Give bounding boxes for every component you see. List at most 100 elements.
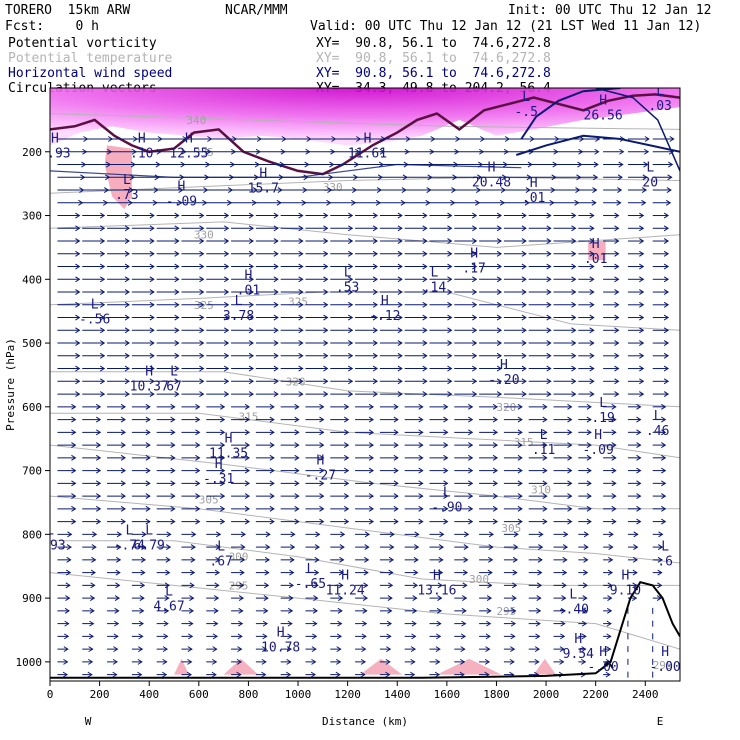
circulation-vector-head: [199, 263, 205, 270]
circulation-vector-head: [397, 327, 403, 334]
circulation-vector-head: [443, 442, 449, 448]
circulation-vector-head: [75, 327, 81, 334]
circulation-vector-head: [559, 658, 565, 665]
circulation-vector-head: [447, 212, 453, 219]
circulation-vector-head: [368, 403, 375, 410]
circulation-vector-head: [492, 416, 499, 423]
circulation-vector-head: [64, 620, 70, 627]
circulation-vector-head: [348, 238, 354, 244]
extremum-value: -.5: [514, 105, 537, 120]
circulation-vector-head: [75, 301, 81, 308]
circulation-vector-head: [87, 671, 93, 678]
circulation-vector-head: [657, 556, 663, 563]
circulation-vector-head: [237, 646, 243, 653]
circulation-vector-head: [492, 480, 499, 487]
circulation-vector-head: [606, 633, 612, 640]
circulation-vector-head: [435, 646, 441, 653]
circulation-vector-head: [589, 263, 595, 270]
circulation-vector-head: [418, 429, 424, 436]
circulation-vector-head: [124, 378, 130, 385]
circulation-vector-head: [261, 671, 267, 678]
circulation-vector-head: [348, 250, 354, 257]
circulation-vector-head: [273, 352, 279, 359]
circulation-vector-head: [496, 238, 503, 244]
circulation-vector-head: [661, 454, 667, 461]
circulation-vector-head: [461, 607, 467, 614]
circulation-vector-head: [75, 289, 81, 295]
circulation-vector-head: [368, 518, 375, 525]
circulation-vector-head: [488, 531, 495, 538]
circulation-vector-head: [639, 352, 645, 359]
circulation-vector-head: [219, 467, 226, 474]
legend-xy-theta: XY= 90.8, 56.1 to 74.6,272.8: [316, 51, 551, 66]
extremum-value: .67: [209, 555, 232, 570]
circulation-vector-head: [443, 493, 449, 500]
circulation-vector-head: [124, 212, 130, 219]
circulation-vector-head: [99, 327, 106, 334]
circulation-vector-head: [248, 365, 255, 372]
circulation-vector-head: [560, 620, 566, 627]
circulation-vector-head: [174, 276, 180, 283]
circulation-vector-head: [607, 595, 613, 602]
extremum-marker: H-.00: [587, 645, 618, 675]
circulation-vector-head: [589, 378, 595, 385]
circulation-vector-head: [447, 391, 453, 397]
circulation-vector-head: [443, 403, 449, 410]
circulation-vector-head: [99, 276, 106, 283]
circulation-vector-head: [75, 391, 81, 397]
init-time: Init: 00 UTC Thu 12 Jan 12: [508, 3, 712, 18]
circulation-vector-head: [145, 505, 151, 512]
circulation-vector-head: [614, 352, 620, 359]
circulation-vector-head: [521, 276, 527, 283]
circulation-vector-head: [170, 442, 176, 448]
circulation-vector-head: [586, 480, 592, 487]
extremum-marker: L-.74: [114, 524, 145, 554]
extremum-type: H: [225, 431, 233, 446]
circulation-vector-head: [614, 365, 620, 372]
circulation-vector-head: [472, 263, 478, 270]
circulation-vector-head: [286, 671, 292, 678]
circulation-vector-head: [386, 633, 392, 640]
circulation-vector-head: [665, 199, 672, 206]
circulation-vector-head: [368, 442, 375, 448]
circulation-vector-head: [95, 416, 102, 423]
circulation-vector-head: [124, 263, 130, 270]
circulation-vector-head: [149, 212, 155, 219]
circulation-vector-head: [611, 429, 617, 436]
circulation-vector-head: [262, 646, 268, 653]
circulation-vector-head: [323, 378, 329, 385]
circulation-vector-head: [170, 454, 176, 461]
extremum-type: L: [522, 90, 530, 105]
circulation-vector-head: [611, 403, 617, 410]
circulation-vector-head: [75, 276, 81, 283]
circulation-vector-head: [323, 276, 329, 283]
circulation-vector-head: [422, 391, 428, 397]
extremum-value: -.09: [582, 443, 613, 458]
circulation-vector-head: [124, 250, 130, 257]
extremum-marker: H9.54: [563, 632, 594, 662]
circulation-vector-head: [521, 250, 527, 257]
circulation-vector-head: [636, 518, 642, 525]
circulation-vector-head: [145, 429, 151, 436]
circulation-vector-head: [298, 314, 304, 321]
extremum-marker: H-.09: [582, 428, 613, 458]
circulation-vector-head: [87, 658, 94, 665]
circulation-vector-head: [149, 391, 155, 397]
circulation-vector-head: [344, 505, 350, 512]
circulation-vector-head: [372, 263, 379, 270]
extremum-marker: H10.37: [130, 364, 169, 394]
extremum-value: .17: [462, 261, 485, 276]
circulation-vector-head: [436, 633, 442, 640]
circulation-vector-head: [492, 518, 499, 525]
circulation-vector-head: [468, 505, 474, 512]
circulation-vector-head: [120, 480, 126, 487]
circulation-vector-head: [145, 493, 151, 500]
circulation-vector-head: [71, 403, 77, 410]
circulation-vector-head: [517, 480, 523, 487]
circulation-vector-head: [517, 403, 523, 410]
circulation-vector-head: [510, 646, 516, 653]
circulation-vector-head: [412, 582, 419, 589]
circulation-vector-head: [611, 416, 617, 423]
circulation-vector-head: [571, 289, 577, 295]
forecast-hour: Fcst: 0 h: [5, 19, 99, 34]
